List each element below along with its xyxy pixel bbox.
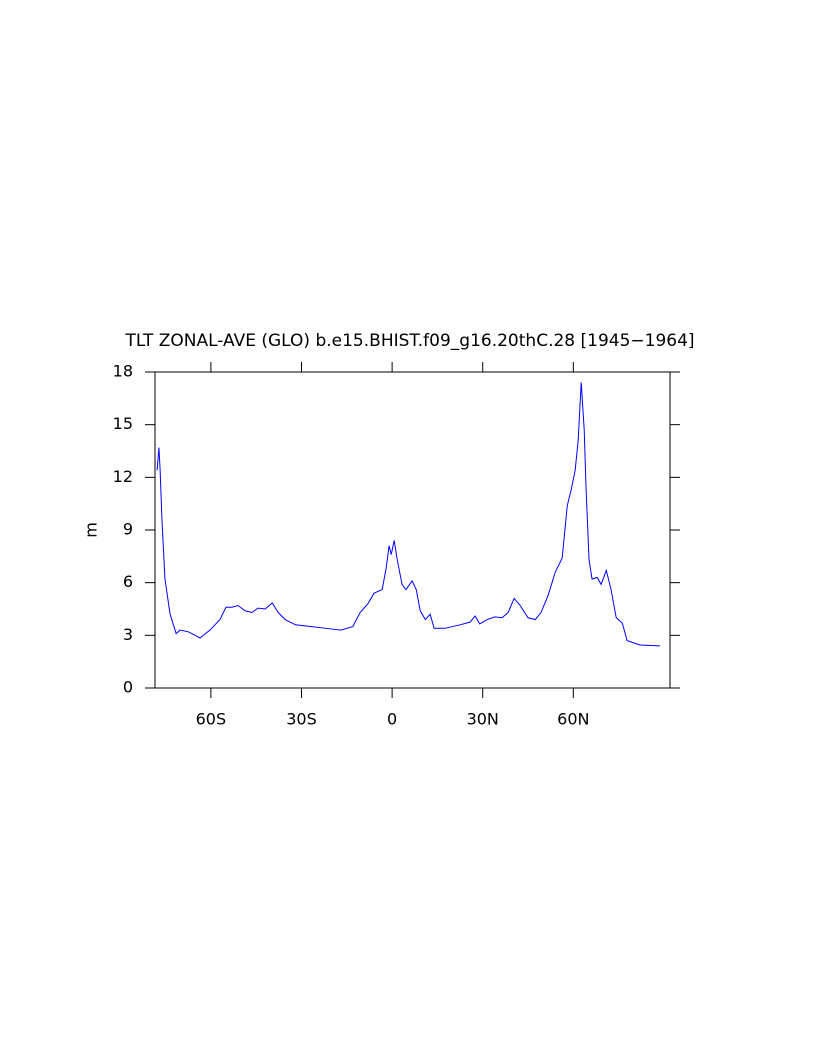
x-tick-label: 30S bbox=[286, 710, 317, 729]
chart-title: TLT ZONAL-AVE (GLO) b.e15.BHIST.f09_g16.… bbox=[124, 331, 694, 351]
y-tick-label: 18 bbox=[113, 362, 133, 381]
x-tick-label: 60S bbox=[196, 710, 227, 729]
y-tick-label: 15 bbox=[113, 414, 133, 433]
plot-frame bbox=[154, 371, 671, 689]
y-tick-label: 9 bbox=[123, 520, 133, 539]
x-tick-label: 60N bbox=[557, 710, 589, 729]
data-line bbox=[156, 382, 661, 647]
x-tick-label: 30N bbox=[467, 710, 499, 729]
y-tick-label: 6 bbox=[123, 572, 133, 591]
y-tick-label: 0 bbox=[123, 678, 133, 697]
y-axis-label: m bbox=[82, 522, 101, 538]
y-tick-label: 3 bbox=[123, 625, 133, 644]
y-tick-label: 12 bbox=[113, 467, 133, 486]
x-tick-label: 0 bbox=[387, 710, 397, 729]
